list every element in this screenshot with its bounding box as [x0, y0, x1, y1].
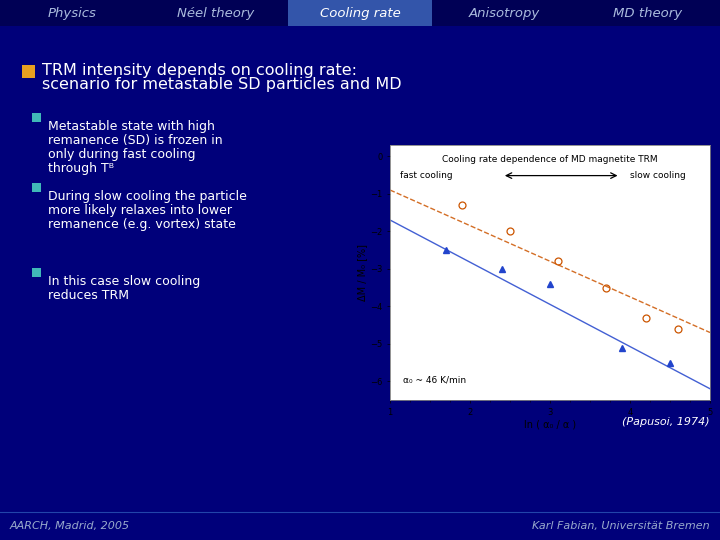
Bar	[288, 0, 432, 26]
Text: only during fast cooling: only during fast cooling	[48, 148, 196, 161]
Text: slow cooling: slow cooling	[630, 171, 685, 180]
Text: MD theory: MD theory	[613, 6, 683, 19]
Y-axis label: ΔM / M₀ [%]: ΔM / M₀ [%]	[357, 244, 367, 301]
Bar	[576, 0, 720, 26]
Bar	[22, 65, 35, 78]
Text: Karl Fabian, Universität Bremen: Karl Fabian, Universität Bremen	[532, 521, 710, 531]
Text: Cooling rate: Cooling rate	[320, 6, 400, 19]
Text: fast cooling: fast cooling	[400, 171, 452, 180]
Text: remanence (SD) is frozen in: remanence (SD) is frozen in	[48, 134, 222, 147]
Bar	[432, 0, 576, 26]
Text: Cooling rate dependence of MD magnetite TRM: Cooling rate dependence of MD magnetite …	[442, 155, 658, 164]
Text: AARCH, Madrid, 2005: AARCH, Madrid, 2005	[10, 521, 130, 531]
Text: remanence (e.g. vortex) state: remanence (e.g. vortex) state	[48, 218, 236, 231]
Text: reduces TRM: reduces TRM	[48, 289, 129, 302]
Text: Néel theory: Néel theory	[177, 6, 255, 19]
Bar	[32, 183, 41, 192]
Text: TRM intensity depends on cooling rate:: TRM intensity depends on cooling rate:	[42, 63, 357, 78]
Text: through Tᴮ: through Tᴮ	[48, 162, 114, 175]
Bar	[144, 0, 288, 26]
Text: α₀ ~ 46 K/min: α₀ ~ 46 K/min	[402, 375, 466, 384]
Text: In this case slow cooling: In this case slow cooling	[48, 275, 200, 288]
Text: Anisotropy: Anisotropy	[469, 6, 539, 19]
X-axis label: ln ( α₀ / α ): ln ( α₀ / α )	[524, 420, 576, 429]
Bar	[32, 268, 41, 277]
Bar	[0, 0, 144, 26]
Text: Physics: Physics	[48, 6, 96, 19]
Text: During slow cooling the particle: During slow cooling the particle	[48, 190, 247, 203]
Text: Metastable state with high: Metastable state with high	[48, 120, 215, 133]
Text: more likely relaxes into lower: more likely relaxes into lower	[48, 204, 232, 217]
Text: scenario for metastable SD particles and MD: scenario for metastable SD particles and…	[42, 77, 402, 91]
Text: (Papusoi, 1974): (Papusoi, 1974)	[622, 417, 710, 427]
Bar	[32, 113, 41, 122]
